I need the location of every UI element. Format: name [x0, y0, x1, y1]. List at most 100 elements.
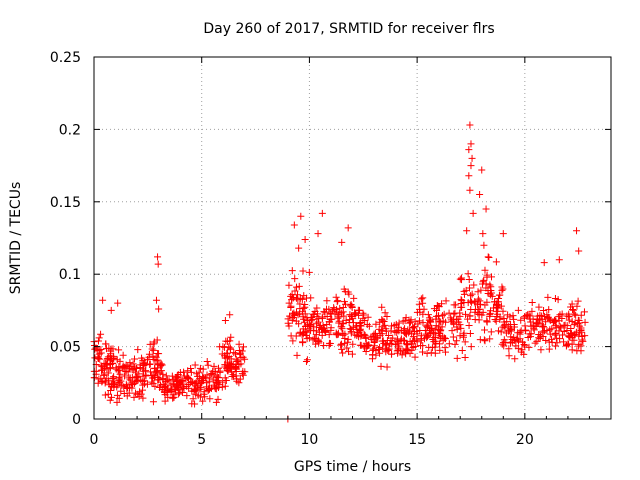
data-point: [481, 326, 489, 334]
data-point: [101, 391, 109, 399]
data-point: [154, 376, 162, 384]
data-point: [230, 349, 238, 357]
data-point: [388, 322, 396, 330]
data-point: [505, 345, 513, 353]
data-point: [527, 318, 535, 326]
data-point: [484, 253, 492, 261]
data-point: [356, 341, 364, 349]
data-point: [122, 367, 130, 375]
data-point: [107, 306, 115, 314]
data-point: [571, 319, 579, 327]
data-point: [110, 378, 118, 386]
data-point: [486, 309, 494, 317]
data-point: [567, 303, 575, 311]
data-point: [199, 397, 207, 405]
data-point: [300, 318, 308, 326]
data-point: [369, 345, 377, 353]
data-point: [237, 354, 245, 362]
data-point: [286, 312, 294, 320]
data-point: [294, 311, 302, 319]
data-point: [300, 292, 308, 300]
data-point: [130, 393, 138, 401]
data-point: [343, 344, 351, 352]
data-point: [419, 294, 427, 302]
data-point: [415, 317, 423, 325]
data-point: [502, 329, 510, 337]
data-point: [298, 338, 306, 346]
data-point: [517, 327, 525, 335]
data-point: [383, 313, 391, 320]
data-point: [397, 347, 405, 355]
data-point: [463, 227, 471, 235]
data-point: [546, 330, 554, 338]
data-point: [465, 322, 473, 330]
data-point: [214, 374, 222, 382]
data-point: [542, 336, 550, 344]
data-point: [427, 349, 435, 357]
data-point: [546, 315, 554, 323]
data-point: [531, 339, 539, 347]
data-point: [417, 336, 425, 344]
data-point: [398, 351, 406, 359]
data-point: [413, 308, 421, 316]
data-point: [314, 230, 322, 238]
data-point: [222, 377, 230, 385]
data-point: [368, 355, 376, 363]
data-point: [150, 346, 158, 354]
data-point: [342, 300, 350, 308]
data-point: [510, 315, 518, 323]
data-point: [483, 317, 491, 325]
data-point: [235, 340, 243, 348]
data-point: [464, 299, 472, 307]
data-point: [194, 384, 202, 392]
data-point: [301, 303, 309, 311]
data-point: [314, 318, 322, 326]
data-point: [389, 334, 397, 342]
data-point: [332, 293, 340, 301]
data-point: [545, 306, 553, 314]
data-point: [573, 227, 581, 235]
data-point: [298, 331, 306, 339]
data-point: [487, 328, 495, 336]
data-point: [491, 316, 499, 324]
data-point: [227, 362, 235, 370]
data-point: [407, 318, 415, 326]
data-point: [533, 316, 541, 324]
data-point: [361, 316, 369, 324]
data-point: [456, 332, 464, 340]
data-point: [450, 319, 458, 327]
data-point: [209, 376, 217, 384]
data-point: [540, 312, 548, 320]
data-point: [369, 346, 377, 354]
data-point: [157, 362, 165, 370]
plot-frame: [93, 56, 612, 420]
data-point: [150, 340, 158, 348]
data-point: [453, 354, 461, 362]
data-point: [325, 339, 333, 347]
data-point: [420, 305, 428, 313]
data-point: [306, 321, 314, 329]
data-point: [131, 368, 139, 376]
data-point: [183, 382, 191, 390]
data-point: [231, 350, 239, 358]
data-point: [184, 367, 192, 375]
data-point: [348, 303, 356, 311]
data-point: [479, 278, 487, 286]
data-point: [291, 287, 299, 295]
data-point: [325, 305, 333, 313]
data-point: [303, 356, 311, 364]
data-point: [445, 340, 453, 348]
data-point: [397, 336, 405, 344]
data-point: [394, 335, 402, 343]
data-point: [535, 303, 543, 311]
data-point: [559, 331, 567, 339]
data-point: [200, 376, 208, 384]
data-point: [328, 315, 336, 323]
data-point: [206, 395, 214, 403]
data-point: [478, 166, 486, 174]
data-point: [500, 336, 508, 344]
data-point: [143, 380, 151, 388]
data-point: [381, 309, 389, 317]
data-point: [285, 281, 293, 289]
